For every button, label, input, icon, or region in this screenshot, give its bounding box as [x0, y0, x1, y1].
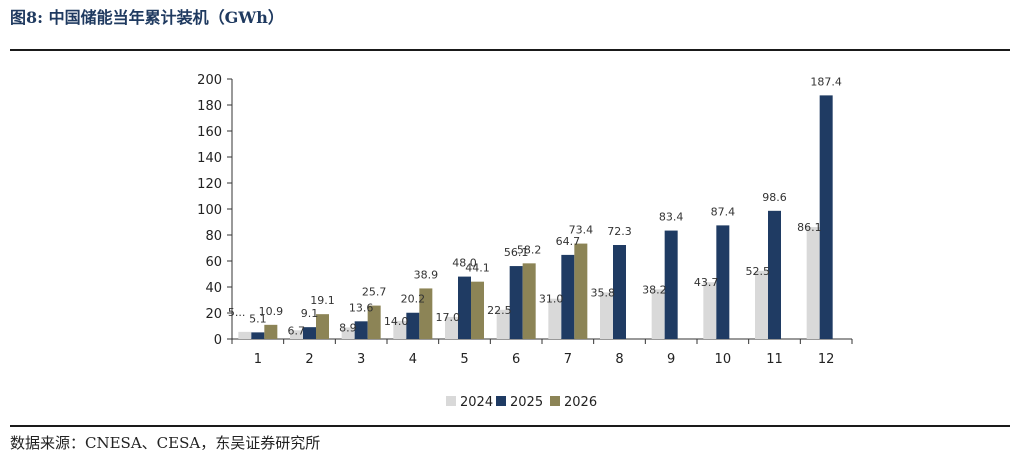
bar-2025: [664, 230, 678, 339]
x-tick-label: 4: [409, 352, 417, 367]
bar-2024: [548, 298, 562, 339]
data-label-2025: 83.4: [659, 211, 684, 224]
bar-2026: [522, 263, 536, 339]
bar-2025: [768, 210, 781, 339]
data-label-2026: 10.9: [259, 305, 284, 318]
bar-2025: [406, 312, 420, 339]
bottom-rule: [10, 425, 1010, 427]
bar-2024: [755, 270, 768, 339]
data-label-2024: 43.7: [694, 276, 719, 289]
bar-2024: [238, 331, 252, 339]
bar-2024: [393, 320, 407, 339]
bar-2025: [561, 254, 575, 339]
data-label-2025: 87.4: [711, 205, 736, 218]
bar-2025: [716, 225, 730, 339]
x-tick-label: 12: [818, 352, 835, 367]
data-label-2025: 72.3: [607, 225, 632, 238]
legend-swatch-2025: [496, 396, 506, 406]
data-label-2025: 64.7: [556, 235, 581, 248]
data-label-2024: 38.2: [642, 283, 667, 296]
bar-2025: [613, 245, 626, 339]
bar-2025: [819, 95, 833, 339]
y-tick-label: 120: [197, 177, 222, 192]
bar-2024: [651, 289, 665, 339]
x-tick-label: 6: [512, 352, 520, 367]
bar-2024: [341, 327, 355, 339]
bar-2026: [471, 281, 484, 339]
data-label-2025: 20.2: [401, 293, 426, 306]
y-tick-label: 180: [197, 99, 222, 114]
bar-2026: [419, 288, 433, 339]
bar-2025: [509, 266, 523, 339]
x-tick-label: 5: [460, 352, 468, 367]
x-tick-label: 3: [357, 352, 365, 367]
data-label-2026: 25.7: [362, 286, 387, 299]
data-label-2025: 48.0: [452, 257, 477, 270]
y-tick-label: 80: [205, 229, 222, 244]
data-label-2024: 8.9: [339, 321, 357, 334]
bar-2026: [316, 314, 329, 339]
bar-2024: [703, 282, 717, 339]
x-tick-label: 11: [766, 352, 783, 367]
legend-label-2026: 2026: [564, 395, 597, 410]
top-rule: [10, 49, 1010, 51]
y-tick-label: 0: [214, 333, 222, 348]
y-tick-label: 40: [205, 281, 222, 296]
data-label-2024: 6.7: [288, 324, 306, 337]
data-label-2024: 86.1: [797, 221, 822, 234]
data-label-2026: 19.1: [310, 294, 335, 307]
data-label-2025: 187.4: [810, 75, 842, 88]
x-tick-label: 10: [715, 352, 732, 367]
legend-label-2024: 2024: [460, 395, 493, 410]
bar-2025: [458, 276, 471, 339]
x-tick-label: 7: [564, 352, 572, 367]
data-label-2024: 5...: [228, 306, 246, 319]
data-label-2024: 35.8: [591, 286, 616, 299]
bar-2025: [303, 327, 316, 339]
x-tick-label: 2: [305, 352, 313, 367]
y-tick-label: 60: [205, 255, 222, 270]
y-tick-label: 20: [205, 307, 222, 322]
data-label-2025: 98.6: [762, 191, 787, 204]
data-label-2026: 44.1: [465, 262, 490, 275]
data-label-2025: 5.1: [249, 312, 267, 325]
bar-2025: [354, 321, 368, 339]
x-tick-label: 8: [615, 352, 623, 367]
bar-2026: [574, 243, 588, 339]
bar-2024: [600, 292, 613, 339]
bar-2026: [264, 324, 278, 339]
bar-2024: [290, 330, 303, 339]
data-label-2026: 73.4: [569, 224, 594, 237]
data-label-2026: 58.2: [517, 243, 542, 256]
x-tick-label: 9: [667, 352, 675, 367]
legend-swatch-2024: [446, 396, 456, 406]
bar-2024: [445, 316, 458, 339]
data-label-2024: 31.0: [539, 293, 564, 306]
y-tick-label: 160: [197, 125, 222, 140]
data-label-2024: 14.0: [384, 315, 409, 328]
legend-label-2025: 2025: [510, 395, 543, 410]
bar-2025: [251, 332, 265, 339]
y-tick-label: 200: [197, 73, 222, 88]
bar-2024: [496, 309, 510, 339]
data-label-2024: 52.5: [746, 265, 771, 278]
x-tick-label: 1: [254, 352, 262, 367]
data-label-2025: 13.6: [349, 301, 374, 314]
source-note: 数据来源：CNESA、CESA，东吴证券研究所: [10, 434, 321, 452]
data-label-2025: 9.1: [301, 307, 319, 320]
figure-title: 图8: 中国储能当年累计装机（GWh）: [10, 8, 284, 27]
bar-2024: [806, 227, 820, 339]
legend-swatch-2026: [550, 396, 560, 406]
data-label-2025: 56.1: [504, 246, 529, 259]
data-label-2024: 17.0: [436, 311, 461, 324]
data-label-2026: 38.9: [414, 268, 439, 281]
y-tick-label: 140: [197, 151, 222, 166]
bar-2026: [367, 305, 381, 339]
data-label-2024: 22.5: [487, 304, 512, 317]
y-tick-label: 100: [197, 203, 222, 218]
